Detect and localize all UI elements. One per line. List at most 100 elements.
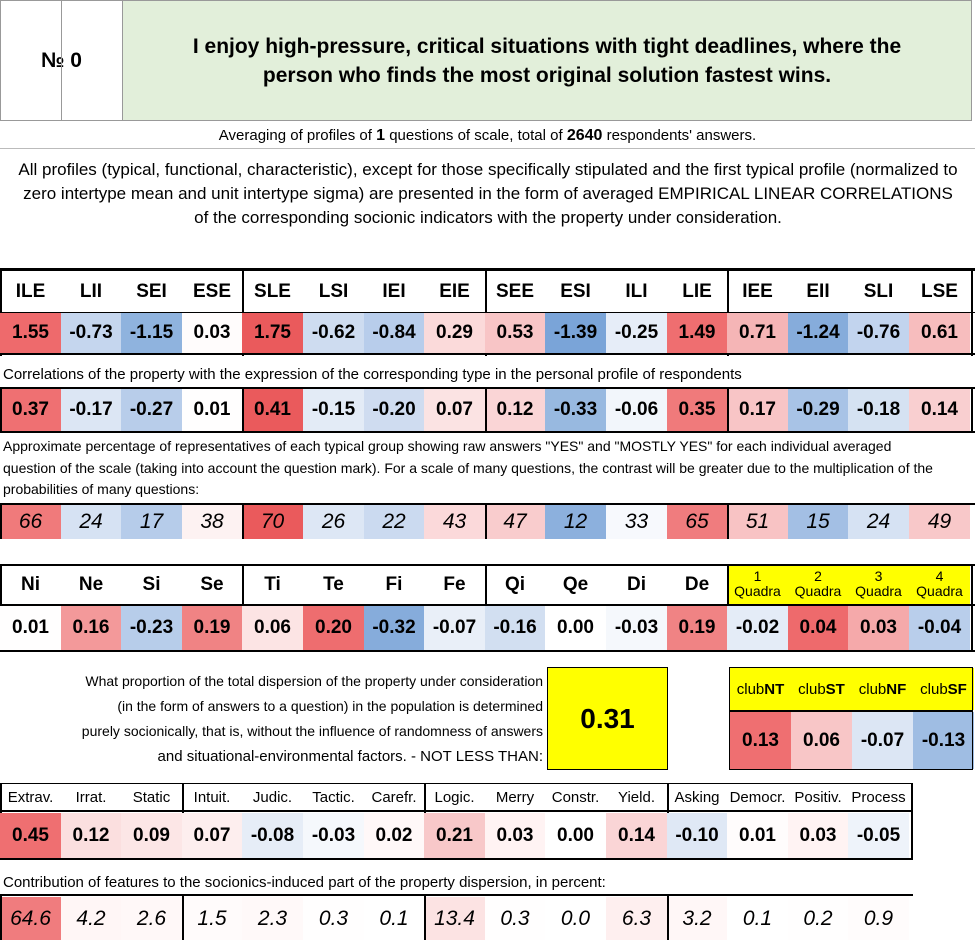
trait-contribution: 2.6 [121, 897, 182, 940]
quadra-label: 3 Quadra [848, 566, 909, 604]
type-correlation-value: 0.35 [667, 389, 727, 431]
quadra-label: 2 Quadra [788, 566, 848, 604]
types-right-border [971, 387, 973, 433]
function-label: Fe [443, 574, 466, 595]
types-group-divider [242, 503, 244, 539]
traits-top-border [0, 783, 913, 784]
function-value: 0.19 [667, 606, 727, 650]
function-label: Si [142, 574, 161, 595]
traits-contrib-top [0, 894, 913, 896]
traits-bottom-border [0, 858, 913, 860]
type-percentage-value: 66 [0, 505, 61, 539]
types-group-divider [727, 387, 729, 433]
club-code: NT [764, 680, 785, 698]
contribution-note: Contribution of features to the socionic… [3, 874, 606, 891]
types-group-divider [0, 503, 2, 539]
club-code: NF [886, 680, 907, 698]
trait-label: Extrav. [7, 788, 54, 806]
traits-header-bottom [0, 810, 913, 812]
type-label: LII [79, 281, 103, 302]
quadra-label-part: 2 [814, 568, 822, 584]
trait-label: Static [132, 788, 171, 806]
averaging-line: Averaging of profiles of 1 questions of … [218, 127, 757, 144]
type-percentage-value: 15 [788, 505, 848, 539]
trait-contribution: 6.3 [606, 897, 667, 940]
trait-contribution: 1.5 [182, 897, 242, 940]
quadra-label: 4 Quadra [909, 566, 970, 604]
type-label: EII [806, 281, 830, 302]
function-value: -0.23 [121, 606, 182, 650]
club-label: club NF [852, 668, 913, 710]
club-value: -0.07 [852, 712, 913, 769]
type-percentage-value: 43 [424, 505, 485, 539]
percent-note: Approximate percentage of representative… [3, 438, 933, 497]
trait-label: Process [851, 788, 906, 806]
trait-label: Democr. [729, 788, 786, 806]
function-label: Se [200, 574, 224, 595]
question-box: I enjoy high-pressure, critical situatio… [122, 0, 972, 121]
club-value: 0.06 [791, 712, 852, 769]
trait-value: 0.21 [424, 813, 485, 858]
type-label: IEE [742, 281, 773, 302]
function-value: 0.00 [545, 606, 606, 650]
type-percentage-value: 12 [545, 505, 606, 539]
quadra-label-part: 1 [753, 568, 762, 584]
type-profile-value: -1.15 [121, 313, 182, 353]
type-percentage-value: 22 [364, 505, 424, 539]
type-profile-value: 0.53 [485, 313, 545, 353]
respondent-count: 2640 [566, 127, 603, 144]
type-correlation-value: -0.06 [606, 389, 667, 431]
function-value: 0.01 [0, 606, 61, 650]
function-label: Te [323, 574, 344, 595]
function-label: Ti [264, 574, 281, 595]
quadra-label-part: 4 [935, 568, 944, 584]
type-profile-value: -0.62 [303, 313, 364, 353]
club-code: ST [825, 680, 845, 698]
trait-label: Judic. [252, 788, 293, 806]
type-profile-value: -0.84 [364, 313, 424, 353]
trait-label: Yield. [618, 788, 655, 806]
trait-label: Logic. [434, 788, 475, 806]
type-percentage-value: 24 [61, 505, 121, 539]
function-value: -0.32 [364, 606, 424, 650]
trait-contribution: 3.2 [667, 897, 727, 940]
trait-contribution: 2.3 [242, 897, 303, 940]
club-value: 0.13 [730, 712, 791, 769]
type-label: IEI [382, 281, 406, 302]
trait-value: 0.00 [545, 813, 606, 858]
trait-label: Irrat. [75, 788, 107, 806]
trait-contribution: 0.3 [303, 897, 364, 940]
trait-value: -0.08 [242, 813, 303, 858]
trait-contribution: 13.4 [424, 897, 485, 940]
traits-group-divider [0, 894, 2, 940]
type-percentage-value: 47 [485, 505, 545, 539]
type-label: LSE [921, 281, 958, 302]
functions-bottom-border [0, 650, 975, 652]
function-value: 0.19 [182, 606, 242, 650]
type-profile-value: -1.24 [788, 313, 848, 353]
type-percentage-value: 65 [667, 505, 727, 539]
type-correlation-value: 0.41 [242, 389, 303, 431]
quadra-value: -0.04 [909, 606, 970, 650]
trait-value: 0.01 [727, 813, 788, 858]
types-group-divider [727, 268, 729, 356]
trait-contribution: 0.2 [788, 897, 848, 940]
type-percentage-value: 38 [182, 505, 242, 539]
trait-contribution: 4.2 [61, 897, 121, 940]
type-correlation-value: 0.07 [424, 389, 485, 431]
types-group-divider [485, 268, 487, 356]
trait-contribution: 0.1 [364, 897, 424, 940]
trait-label: Intuit. [193, 788, 231, 806]
club-label: club SF [913, 668, 974, 710]
types-group-divider [0, 268, 2, 356]
type-profile-value: -0.25 [606, 313, 667, 353]
type-percentage-value: 24 [848, 505, 909, 539]
quadra-value: 0.04 [788, 606, 848, 650]
type-label: EIE [439, 281, 470, 302]
types-group-divider [727, 503, 729, 539]
functions-top-border [0, 564, 975, 566]
quadra-label-part: Quadra [734, 583, 781, 599]
clubs-mid-border [729, 710, 973, 712]
club-value: -0.13 [913, 712, 974, 769]
functions-right-border [971, 564, 973, 652]
